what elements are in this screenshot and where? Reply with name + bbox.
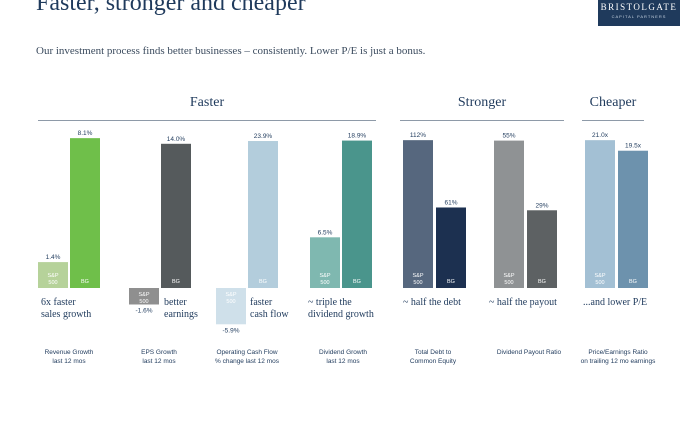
metric-label-debt-line1: Total Debt to [414, 349, 452, 356]
annotation-cash: faster cash flow [250, 297, 289, 321]
series-label-debt-bg: BG [447, 279, 455, 285]
metric-label-dividend-line1: Dividend Growth [318, 349, 368, 356]
series-label-revenue-sp-line2: 500 [48, 280, 57, 286]
bar-pe-bg [618, 150, 648, 288]
annotation-debt-line1: ~ half the debt [403, 297, 461, 308]
page-title: Faster, stronger and cheaper [36, 0, 306, 16]
series-label-revenue-sp-line1: S&P [47, 273, 58, 279]
series-label-dividend-bg: BG [353, 279, 361, 285]
metric-label-debt-line2: Common Equity [409, 358, 457, 365]
logo-line-1: BRISTOLGATE [600, 2, 678, 12]
series-label-revenue-bg: BG [81, 279, 89, 285]
value-label-payout-bg: 29% [535, 202, 548, 209]
bar-eps-sp [129, 288, 159, 305]
value-label-revenue-bg: 8.1% [78, 130, 93, 137]
metric-label-pe: Price/Earnings Ratio on trailing 12 mo e… [573, 348, 663, 366]
series-label-eps-bg: BG [172, 279, 180, 285]
bar-cash-bg [248, 141, 278, 288]
series-label-payout-sp-line2: 500 [504, 280, 513, 286]
bar-pe-sp [585, 140, 615, 288]
group-heading-faster: Faster [189, 95, 225, 110]
metric-label-debt: Total Debt to Common Equity [388, 348, 478, 366]
annotation-debt: ~ half the debt [403, 297, 461, 309]
series-label-eps-sp-line2: 500 [139, 299, 148, 305]
metric-label-pe-line1: Price/Earnings Ratio [588, 349, 648, 356]
annotation-dividend: ~ triple the dividend growth [308, 297, 374, 321]
annotation-cash-line1: faster [250, 297, 273, 308]
series-label-pe-sp-line1: S&P [594, 273, 605, 279]
metric-label-cash: Operating Cash Flow % change last 12 mos [202, 348, 292, 366]
value-label-debt-bg: 61% [444, 199, 457, 206]
bar-debt-sp [403, 140, 433, 288]
series-label-pe-sp-line2: 500 [595, 280, 604, 286]
value-label-debt-sp: 112% [410, 132, 426, 139]
bar-cash-sp [216, 288, 246, 325]
annotation-revenue-line2: sales growth [41, 309, 92, 320]
annotation-eps: better earnings [164, 297, 198, 321]
bar-revenue-sp [38, 262, 68, 288]
group-rule-stronger [400, 120, 564, 121]
annotation-pe: ...and lower P/E [583, 297, 647, 309]
annotation-payout: ~ half the payout [489, 297, 557, 309]
metric-label-cash-line2: % change last 12 mos [215, 358, 279, 365]
annotation-dividend-line2: dividend growth [308, 309, 374, 320]
metric-label-payout: Dividend Payout Ratio [484, 348, 574, 357]
value-label-eps-sp: -1.6% [136, 307, 153, 314]
value-label-pe-sp: 21.0x [592, 132, 609, 139]
series-label-debt-sp-line2: 500 [413, 280, 422, 286]
metric-label-cash-line1: Operating Cash Flow [216, 349, 278, 356]
logo-line-2: CAPITAL PARTNERS [611, 14, 667, 19]
group-rule-faster [38, 120, 376, 121]
group-heading-stronger: Stronger [457, 95, 507, 110]
bar-dividend-bg [342, 140, 372, 288]
bar-dividend-sp [310, 237, 340, 288]
annotation-pe-line1: ...and lower P/E [583, 297, 648, 308]
metric-label-payout-line1: Dividend Payout Ratio [496, 349, 562, 356]
metric-label-eps: EPS Growth last 12 mos [114, 348, 204, 366]
series-label-pe-bg: BG [629, 279, 637, 285]
value-label-dividend-sp: 6.5% [318, 229, 333, 236]
metric-label-dividend-line2: last 12 mos [326, 358, 360, 365]
value-label-revenue-sp: 1.4% [46, 254, 61, 261]
metric-label-eps-line1: EPS Growth [141, 349, 177, 356]
series-label-cash-sp-line1: S&P [225, 292, 236, 298]
bar-payout-sp [494, 140, 524, 288]
annotation-eps-line2: earnings [164, 309, 198, 320]
bar-eps-bg [161, 143, 191, 288]
series-label-dividend-sp-line1: S&P [319, 273, 330, 279]
metric-label-eps-line2: last 12 mos [142, 358, 176, 365]
value-label-dividend-bg: 18.9% [348, 133, 367, 140]
annotation-revenue: 6x faster sales growth [41, 297, 91, 321]
page-subtitle: Our investment process finds better busi… [36, 45, 426, 57]
series-label-cash-bg: BG [259, 279, 267, 285]
value-label-payout-sp: 55% [502, 133, 515, 140]
bar-revenue-bg [70, 138, 100, 288]
company-logo: BRISTOLGATE CAPITAL PARTNERS [598, 0, 680, 26]
value-label-eps-bg: 14.0% [167, 136, 186, 143]
series-label-dividend-sp-line2: 500 [320, 280, 329, 286]
series-label-eps-sp-line1: S&P [138, 292, 149, 298]
group-rule-cheaper [582, 120, 644, 121]
series-label-debt-sp-line1: S&P [412, 273, 423, 279]
value-label-pe-bg: 19.5x [625, 143, 642, 150]
annotation-revenue-line1: 6x faster [41, 297, 76, 308]
annotation-dividend-line1: ~ triple the [308, 297, 352, 308]
bar-debt-bg [436, 207, 466, 288]
annotation-eps-line1: better [164, 297, 187, 308]
metric-label-revenue-line1: Revenue Growth [44, 349, 94, 356]
annotation-cash-line2: cash flow [250, 309, 289, 320]
bar-payout-bg [527, 210, 557, 288]
metric-label-revenue-line2: last 12 mos [52, 358, 86, 365]
value-label-cash-bg: 23.9% [254, 133, 273, 140]
value-label-cash-sp: -5.9% [223, 327, 240, 334]
metric-label-dividend: Dividend Growth last 12 mos [298, 348, 388, 366]
series-label-payout-sp-line1: S&P [503, 273, 514, 279]
metric-label-pe-line2: on trailing 12 mo earnings [580, 358, 656, 365]
series-label-cash-sp-line2: 500 [226, 299, 235, 305]
group-heading-cheaper: Cheaper [589, 95, 637, 110]
metric-label-revenue: Revenue Growth last 12 mos [24, 348, 114, 366]
annotation-payout-line1: ~ half the payout [489, 297, 557, 308]
series-label-payout-bg: BG [538, 279, 546, 285]
